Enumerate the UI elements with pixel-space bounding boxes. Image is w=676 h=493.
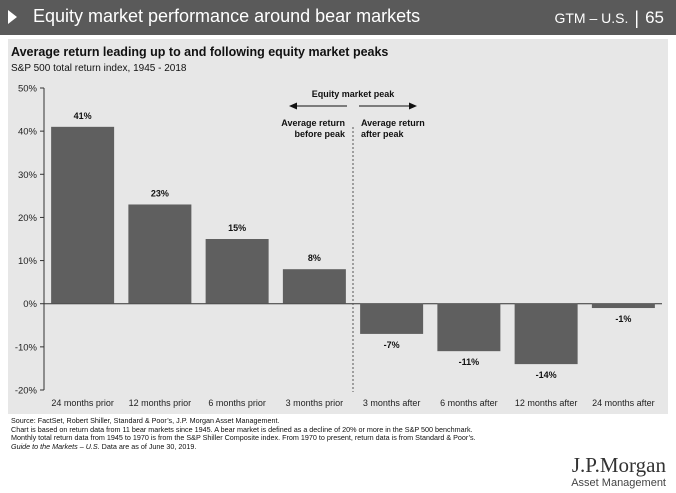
header-arrow-icon	[8, 10, 17, 24]
x-tick-label: 24 months after	[592, 398, 655, 408]
after-peak-label: after peak	[361, 129, 405, 139]
bar	[128, 204, 192, 304]
y-tick-label: 0%	[23, 299, 37, 310]
footnotes: Source: FactSet, Robert Shiller, Standar…	[11, 416, 571, 452]
chart-subtitle: S&P 500 total return index, 1945 - 2018	[11, 63, 187, 74]
bar-value-label: 41%	[74, 111, 92, 121]
bar-value-label: 23%	[151, 188, 169, 198]
footnote-date: Data are as of June 30, 2019.	[99, 441, 197, 451]
bar-value-label: -1%	[615, 314, 631, 324]
x-tick-label: 12 months after	[515, 398, 578, 408]
y-tick-label: 50%	[18, 84, 38, 95]
right-arrow-icon	[409, 102, 417, 110]
jpmorgan-logo: J.P.Morgan Asset Management	[571, 455, 666, 490]
bar-value-label: 8%	[308, 253, 321, 263]
x-tick-label: 6 months prior	[208, 398, 266, 408]
bar	[282, 269, 346, 304]
header-separator: |	[634, 8, 640, 28]
bar	[514, 303, 578, 365]
bar-value-label: -14%	[536, 370, 557, 380]
peak-annotation-label: Equity market peak	[312, 89, 396, 99]
y-tick-label: -20%	[15, 386, 38, 397]
logo-wordmark: J.P.Morgan	[571, 453, 666, 477]
x-tick-label: 3 months after	[363, 398, 421, 408]
y-tick-label: -10%	[15, 342, 38, 353]
page-title: Equity market performance around bear ma…	[33, 6, 421, 26]
header-bar: Equity market performance around bear ma…	[0, 0, 676, 35]
bar-value-label: -7%	[384, 340, 400, 350]
logo-subtitle: Asset Management	[571, 477, 666, 489]
page-number: 65	[645, 8, 664, 27]
bar-value-label: 15%	[228, 223, 246, 233]
y-tick-label: 30%	[18, 170, 38, 181]
bar	[360, 303, 424, 334]
bar	[591, 303, 655, 309]
footnote-source: Source: FactSet, Robert Shiller, Standar…	[11, 416, 280, 425]
before-peak-label: Average return	[281, 118, 345, 128]
x-tick-label: 3 months prior	[286, 398, 344, 408]
footnote-guide-title: Guide to the Markets – U.S.	[11, 441, 100, 451]
bar	[205, 239, 269, 304]
chart-title: Average return leading up to and followi…	[11, 45, 389, 59]
x-tick-label: 12 months prior	[129, 398, 192, 408]
left-arrow-icon	[289, 102, 297, 110]
x-tick-label: 24 months prior	[51, 398, 114, 408]
bar	[437, 303, 501, 352]
y-tick-label: 20%	[18, 213, 38, 224]
before-peak-label: before peak	[294, 129, 346, 139]
footnote-asof: Guide to the Markets – U.S. Data are as …	[11, 441, 571, 452]
gtm-label: GTM – U.S.	[554, 10, 629, 26]
bar-value-label: -11%	[459, 357, 480, 367]
y-tick-label: 40%	[18, 127, 38, 138]
footnote-method: Chart is based on return data from 11 be…	[11, 424, 473, 434]
x-tick-label: 6 months after	[440, 398, 498, 408]
after-peak-label: Average return	[361, 118, 425, 128]
bar	[51, 126, 115, 304]
header-page-info: GTM – U.S. | 65	[554, 7, 664, 28]
y-tick-label: 10%	[18, 256, 38, 267]
footnote-data: Monthly total return data from 1945 to 1…	[11, 433, 476, 443]
